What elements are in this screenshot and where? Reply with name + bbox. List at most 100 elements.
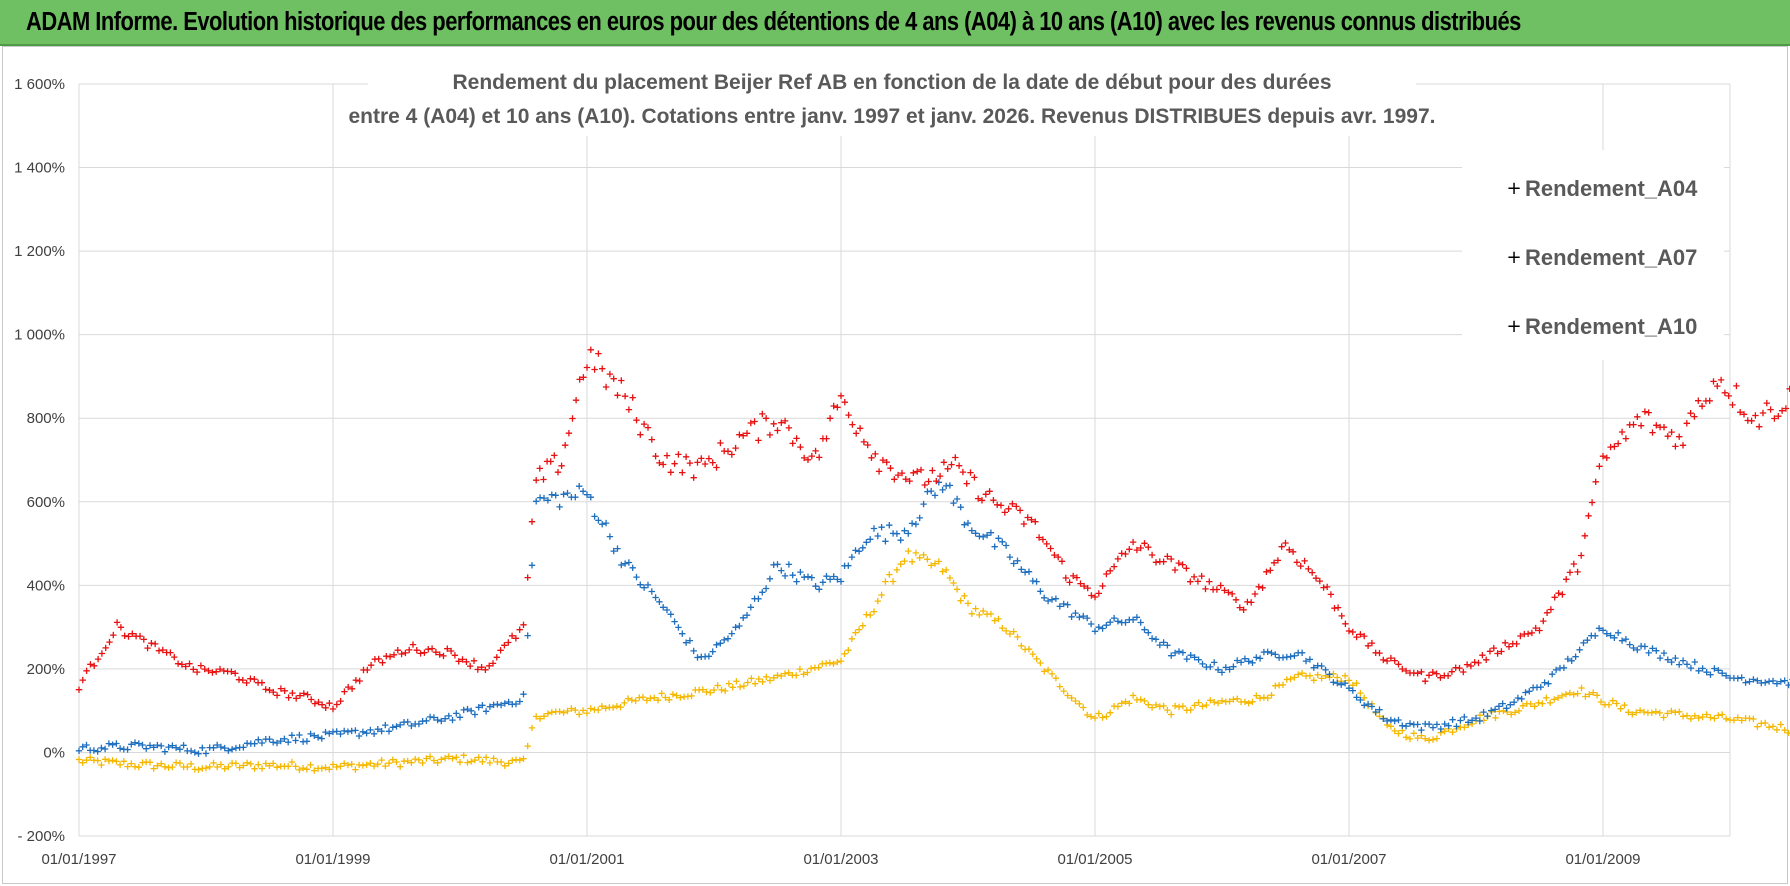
point-rendement-a10 xyxy=(1540,617,1547,625)
point-rendement-a07 xyxy=(1641,643,1649,650)
point-rendement-a07 xyxy=(1310,664,1317,671)
point-rendement-a10 xyxy=(1168,555,1175,563)
point-rendement-a10 xyxy=(1175,559,1182,567)
point-rendement-a04 xyxy=(1164,706,1171,714)
point-rendement-a07 xyxy=(1656,654,1664,662)
point-rendement-a04 xyxy=(1395,730,1402,737)
point-rendement-a04 xyxy=(1341,672,1349,679)
point-rendement-a07 xyxy=(953,495,961,503)
point-rendement-a04 xyxy=(438,756,445,763)
legend-label-a04: Rendement_A04 xyxy=(1525,176,1698,201)
point-rendement-a10 xyxy=(1334,604,1342,611)
point-rendement-a10 xyxy=(921,481,928,489)
point-rendement-a07 xyxy=(307,730,314,738)
point-rendement-a04 xyxy=(677,694,684,701)
point-rendement-a04 xyxy=(632,697,639,705)
point-rendement-a07 xyxy=(251,740,258,747)
point-rendement-a07 xyxy=(1268,649,1275,657)
point-rendement-a04 xyxy=(94,757,101,764)
point-rendement-a07 xyxy=(404,718,411,726)
point-rendement-a04 xyxy=(296,766,303,774)
point-rendement-a04 xyxy=(1730,717,1738,724)
point-rendement-a10 xyxy=(345,683,352,691)
point-rendement-a10 xyxy=(1391,657,1398,664)
point-rendement-a07 xyxy=(1191,654,1198,661)
x-tick-label: 01/01/1999 xyxy=(295,851,370,868)
point-rendement-a07 xyxy=(747,604,754,611)
point-rendement-a04 xyxy=(1476,712,1484,719)
y-tick-label: 1 600% xyxy=(14,76,65,93)
point-rendement-a07 xyxy=(968,527,975,534)
point-rendement-a10 xyxy=(1767,406,1774,413)
point-rendement-a04 xyxy=(587,705,594,712)
point-rendement-a04 xyxy=(1754,723,1761,730)
point-rendement-a07 xyxy=(743,612,751,619)
point-rendement-a10 xyxy=(853,430,860,437)
point-rendement-a07 xyxy=(1715,667,1722,674)
point-rendement-a07 xyxy=(1433,721,1441,728)
point-rendement-a10 xyxy=(1141,540,1148,547)
point-rendement-a07 xyxy=(1429,724,1437,731)
point-rendement-a04 xyxy=(1084,711,1091,719)
y-tick-label: 800% xyxy=(27,410,65,427)
point-rendement-a04 xyxy=(628,696,635,704)
point-rendement-a04 xyxy=(1543,694,1550,701)
point-rendement-a07 xyxy=(972,530,979,537)
point-rendement-a10 xyxy=(1714,382,1721,390)
point-rendement-a10 xyxy=(326,700,333,707)
point-rendement-a10 xyxy=(830,402,837,410)
point-rendement-a10 xyxy=(1016,507,1024,514)
point-rendement-a04 xyxy=(1676,708,1683,715)
point-rendement-a04 xyxy=(837,657,845,665)
point-rendement-a10 xyxy=(1126,546,1133,553)
point-rendement-a10 xyxy=(417,650,424,657)
point-rendement-a04 xyxy=(348,761,355,768)
point-rendement-a10 xyxy=(766,431,774,439)
point-rendement-a04 xyxy=(999,624,1006,632)
point-rendement-a04 xyxy=(1029,650,1036,658)
point-rendement-a04 xyxy=(556,708,563,715)
point-rendement-a07 xyxy=(1245,658,1252,665)
point-rendement-a10 xyxy=(929,467,936,474)
point-rendement-a07 xyxy=(950,499,957,507)
point-rendement-a04 xyxy=(1625,709,1632,716)
point-rendement-a04 xyxy=(1515,707,1523,715)
point-rendement-a07 xyxy=(1160,639,1167,646)
point-rendement-a04 xyxy=(1636,707,1644,714)
point-rendement-a07 xyxy=(961,521,968,528)
point-rendement-a07 xyxy=(1264,648,1271,655)
point-rendement-a07 xyxy=(740,614,747,621)
point-rendement-a10 xyxy=(625,406,633,413)
point-rendement-a10 xyxy=(558,462,565,469)
point-rendement-a07 xyxy=(1141,626,1148,633)
point-rendement-a04 xyxy=(751,680,759,687)
point-rendement-a04 xyxy=(1441,728,1448,735)
point-rendement-a10 xyxy=(864,441,871,449)
legend-label-a10: Rendement_A10 xyxy=(1525,314,1697,339)
point-rendement-a07 xyxy=(1298,649,1306,656)
point-rendement-a07 xyxy=(169,742,176,749)
point-rendement-a10 xyxy=(936,472,944,480)
point-rendement-a10 xyxy=(296,692,304,699)
point-rendement-a04 xyxy=(247,760,254,768)
point-rendement-a04 xyxy=(826,659,833,666)
point-rendement-a10 xyxy=(1679,442,1687,449)
point-rendement-a04 xyxy=(1519,702,1527,709)
point-rendement-a07 xyxy=(1395,716,1402,724)
point-rendement-a10 xyxy=(1634,413,1641,420)
point-rendement-a04 xyxy=(393,758,400,766)
point-rendement-a10 xyxy=(482,666,489,673)
point-rendement-a04 xyxy=(662,694,669,701)
point-rendement-a07 xyxy=(1345,685,1353,692)
point-rendement-a07 xyxy=(1453,723,1460,730)
point-rendement-a07 xyxy=(867,536,874,543)
point-rendement-a07 xyxy=(1338,681,1345,688)
point-rendement-a10 xyxy=(1145,544,1152,551)
point-rendement-a07 xyxy=(602,519,610,527)
point-rendement-a07 xyxy=(1687,664,1695,672)
point-rendement-a10 xyxy=(87,661,94,668)
point-rendement-a10 xyxy=(79,676,86,684)
point-rendement-a10 xyxy=(933,477,940,485)
point-rendement-a07 xyxy=(1750,676,1757,683)
point-rendement-a10 xyxy=(554,469,562,476)
